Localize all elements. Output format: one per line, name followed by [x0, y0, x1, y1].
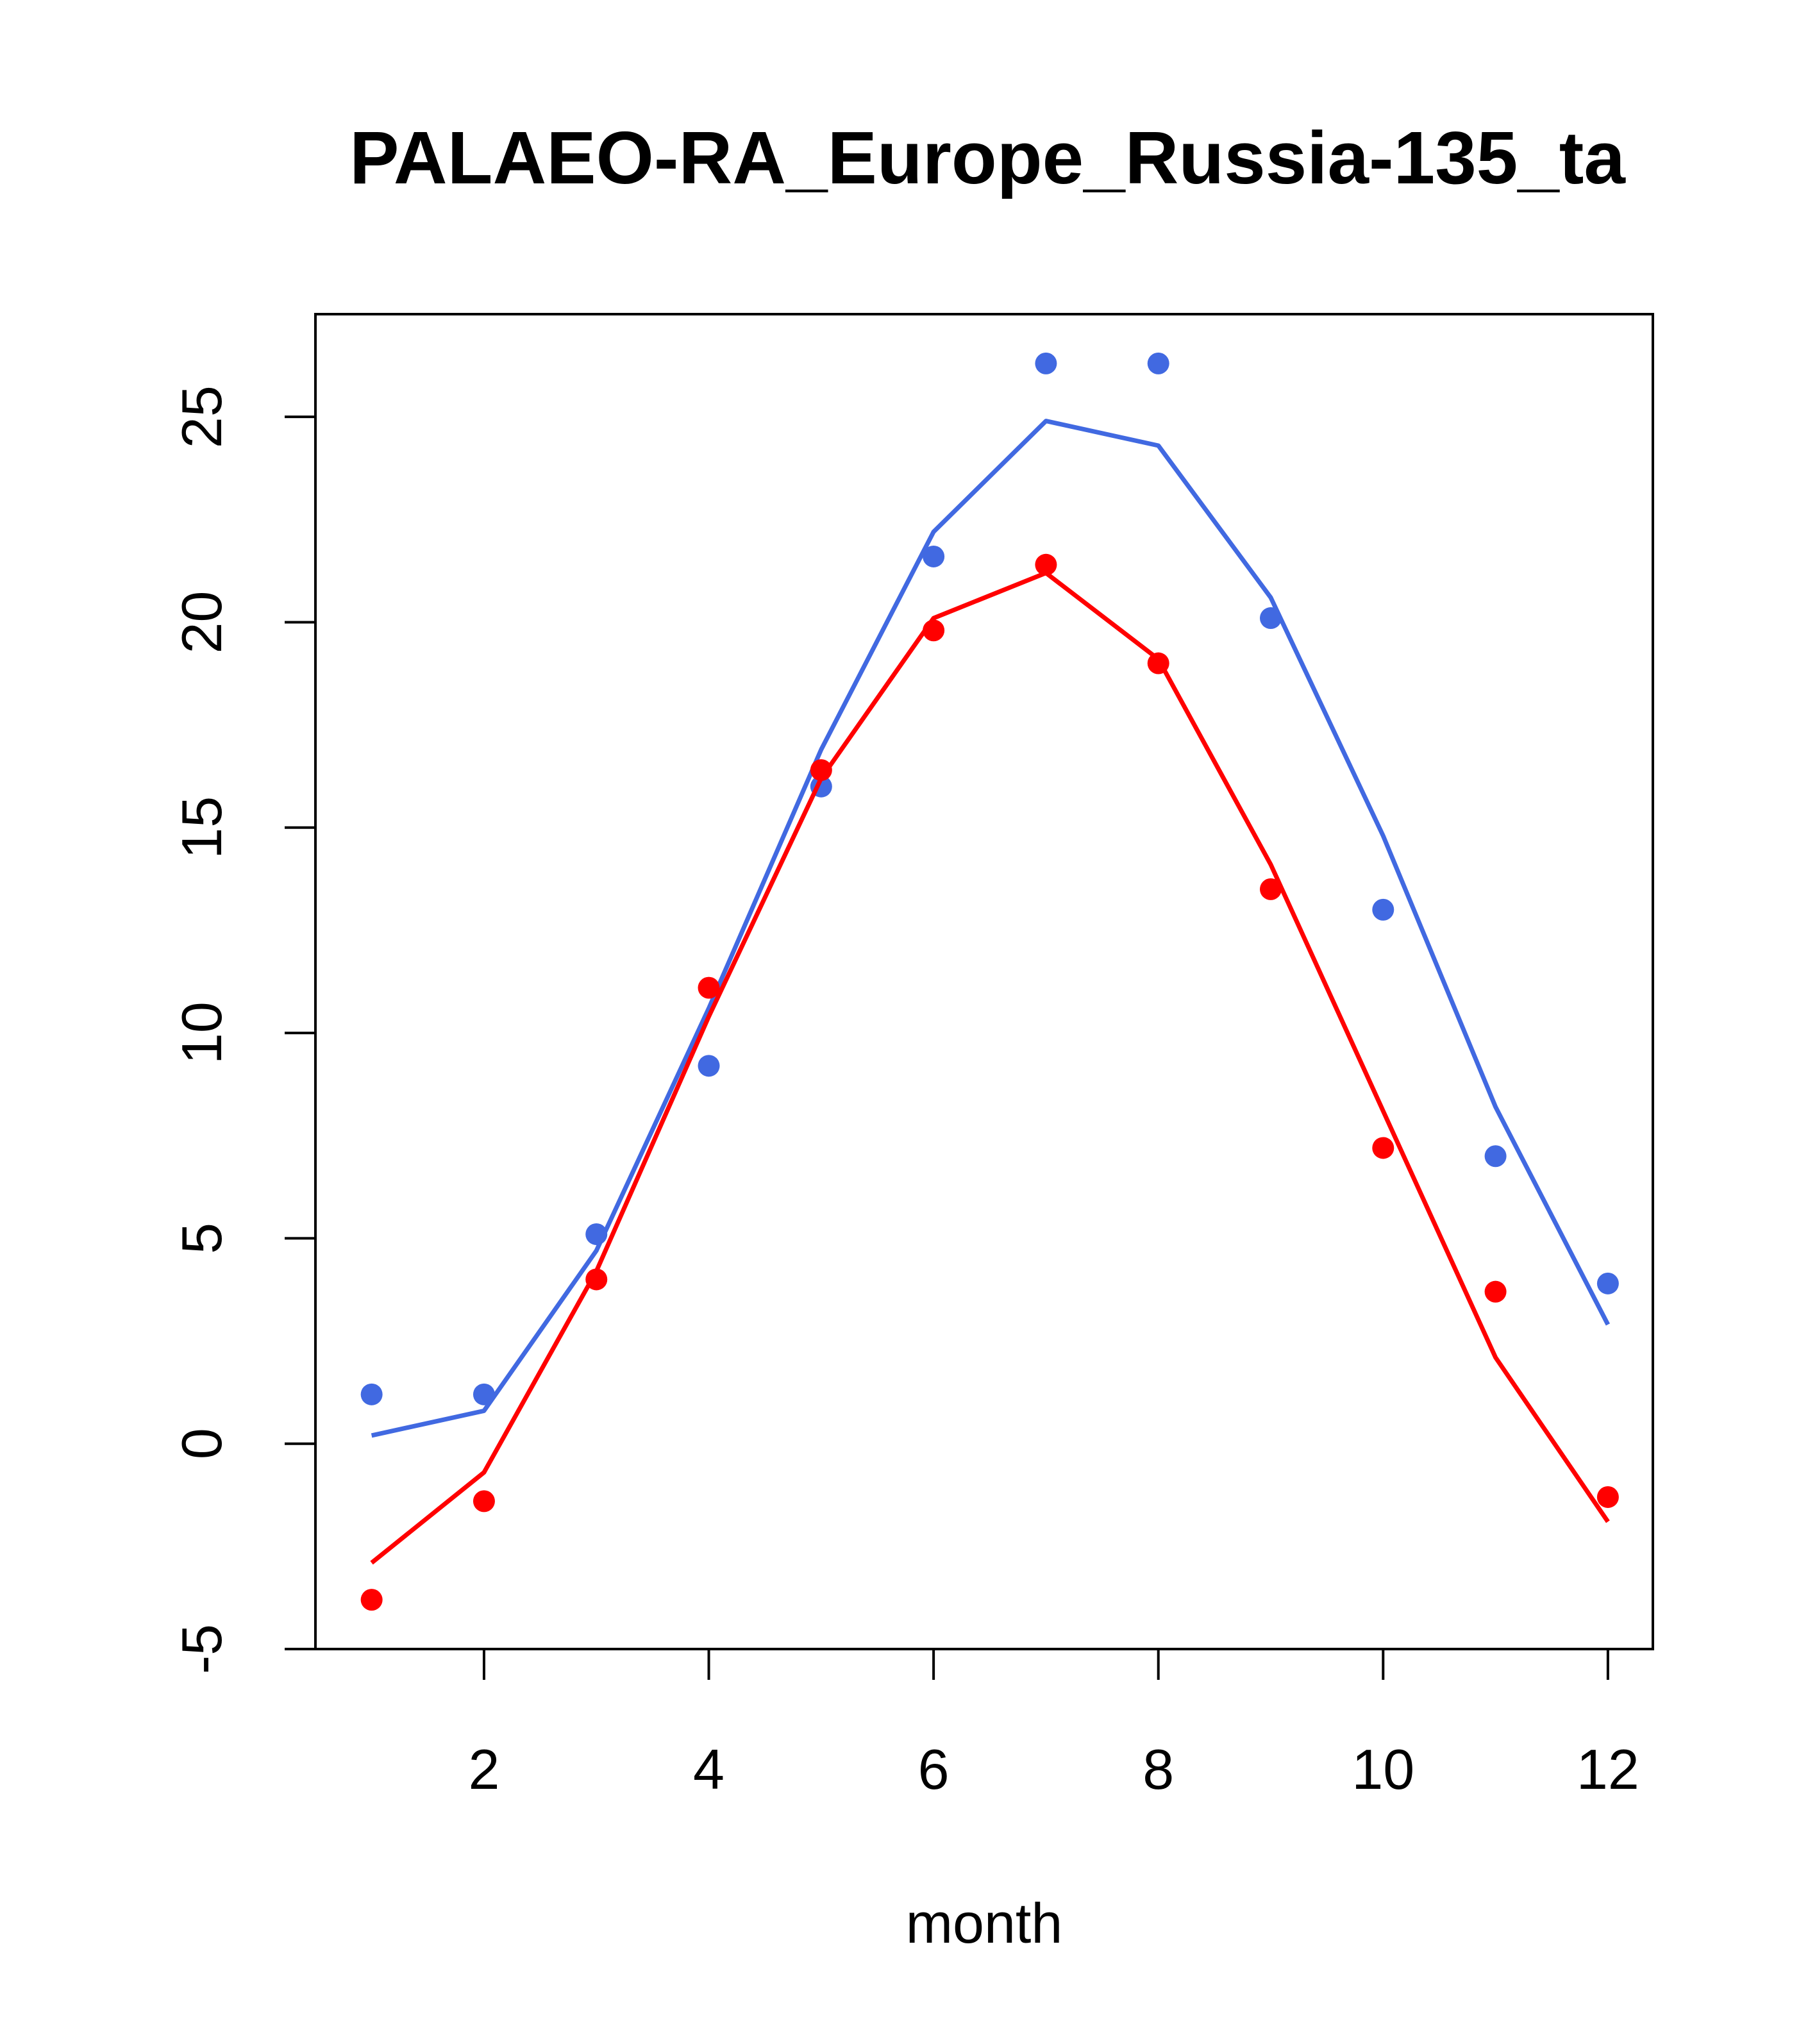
series-layer	[360, 352, 1619, 1611]
series-1-point	[360, 1589, 383, 1611]
series-1-point	[698, 976, 720, 999]
series-0-point	[1035, 352, 1057, 374]
series-0-point	[585, 1223, 608, 1245]
series-1-point	[1035, 553, 1057, 576]
series-1-point	[1260, 878, 1282, 900]
plot-frame	[314, 313, 1654, 1650]
series-0-point	[360, 1383, 383, 1405]
y-tick-label: 5	[170, 1223, 233, 1254]
x-tick-label: 12	[1577, 1738, 1639, 1801]
x-tick-label: 8	[1143, 1738, 1174, 1801]
series-0-point	[1260, 607, 1282, 630]
x-tick-label: 4	[693, 1738, 724, 1801]
series-0-point	[1147, 352, 1169, 374]
series-1-point	[1484, 1280, 1507, 1303]
series-1-point	[1147, 652, 1169, 674]
y-tick-label: 0	[170, 1428, 233, 1459]
x-tick-label: 6	[918, 1738, 950, 1801]
series-1-point	[810, 759, 832, 782]
x-axis: 2 4 6 8 10 12	[468, 1648, 1639, 1801]
x-axis-label: month	[906, 1891, 1063, 1955]
y-tick-label: 20	[170, 591, 233, 654]
y-axis: -5 0 5 10 15 20 25	[170, 385, 317, 1674]
y-tick-label: -5	[170, 1624, 233, 1674]
series-0-point	[1596, 1272, 1619, 1294]
series-0-point	[1484, 1145, 1507, 1168]
series-1-point	[1372, 1137, 1394, 1159]
y-tick-label: 15	[170, 796, 233, 859]
y-tick-label: 10	[170, 1001, 233, 1064]
chart-title: PALAEO-RA_Europe_Russia-135_ta	[349, 116, 1626, 199]
series-1-point	[923, 619, 945, 642]
x-tick-label: 2	[468, 1738, 499, 1801]
y-tick-label: 25	[170, 385, 233, 448]
series-1-point	[1596, 1486, 1619, 1508]
series-0-point	[1372, 898, 1394, 921]
series-1-line	[370, 571, 1610, 1565]
series-0-point	[698, 1055, 720, 1077]
series-1-point	[585, 1268, 608, 1291]
x-tick-label: 10	[1352, 1738, 1414, 1801]
series-0-point	[473, 1383, 495, 1405]
series-1-point	[473, 1490, 495, 1512]
series-0-line	[371, 419, 1611, 1438]
series-0-point	[923, 545, 945, 567]
